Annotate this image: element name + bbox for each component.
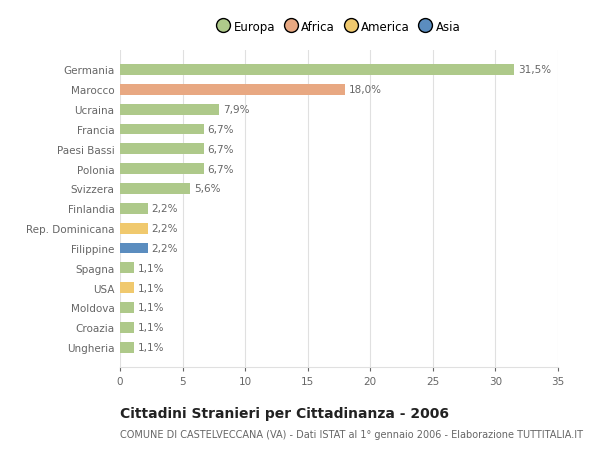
Text: 18,0%: 18,0% bbox=[349, 85, 382, 95]
Bar bbox=[120, 164, 204, 175]
Text: 7,9%: 7,9% bbox=[223, 105, 249, 115]
Text: 6,7%: 6,7% bbox=[208, 164, 234, 174]
Bar bbox=[120, 124, 204, 135]
Bar bbox=[120, 144, 204, 155]
Bar bbox=[120, 243, 148, 254]
Text: 1,1%: 1,1% bbox=[137, 342, 164, 353]
Text: COMUNE DI CASTELVECCANA (VA) - Dati ISTAT al 1° gennaio 2006 - Elaborazione TUTT: COMUNE DI CASTELVECCANA (VA) - Dati ISTA… bbox=[120, 429, 583, 439]
Bar bbox=[120, 65, 514, 76]
Text: 1,1%: 1,1% bbox=[137, 263, 164, 273]
Bar bbox=[120, 263, 134, 274]
Text: Cittadini Stranieri per Cittadinanza - 2006: Cittadini Stranieri per Cittadinanza - 2… bbox=[120, 406, 449, 420]
Bar bbox=[120, 342, 134, 353]
Bar bbox=[120, 283, 134, 293]
Text: 5,6%: 5,6% bbox=[194, 184, 220, 194]
Text: 1,1%: 1,1% bbox=[137, 303, 164, 313]
Legend: Europa, Africa, America, Asia: Europa, Africa, America, Asia bbox=[215, 18, 463, 36]
Bar bbox=[120, 322, 134, 333]
Text: 1,1%: 1,1% bbox=[137, 323, 164, 333]
Text: 2,2%: 2,2% bbox=[151, 243, 178, 253]
Text: 2,2%: 2,2% bbox=[151, 204, 178, 214]
Bar bbox=[120, 302, 134, 313]
Bar bbox=[120, 223, 148, 234]
Text: 6,7%: 6,7% bbox=[208, 145, 234, 155]
Text: 31,5%: 31,5% bbox=[518, 65, 551, 75]
Text: 1,1%: 1,1% bbox=[137, 283, 164, 293]
Bar bbox=[120, 203, 148, 214]
Bar bbox=[120, 84, 345, 95]
Text: 2,2%: 2,2% bbox=[151, 224, 178, 234]
Bar bbox=[120, 105, 219, 115]
Bar bbox=[120, 184, 190, 195]
Text: 6,7%: 6,7% bbox=[208, 125, 234, 134]
